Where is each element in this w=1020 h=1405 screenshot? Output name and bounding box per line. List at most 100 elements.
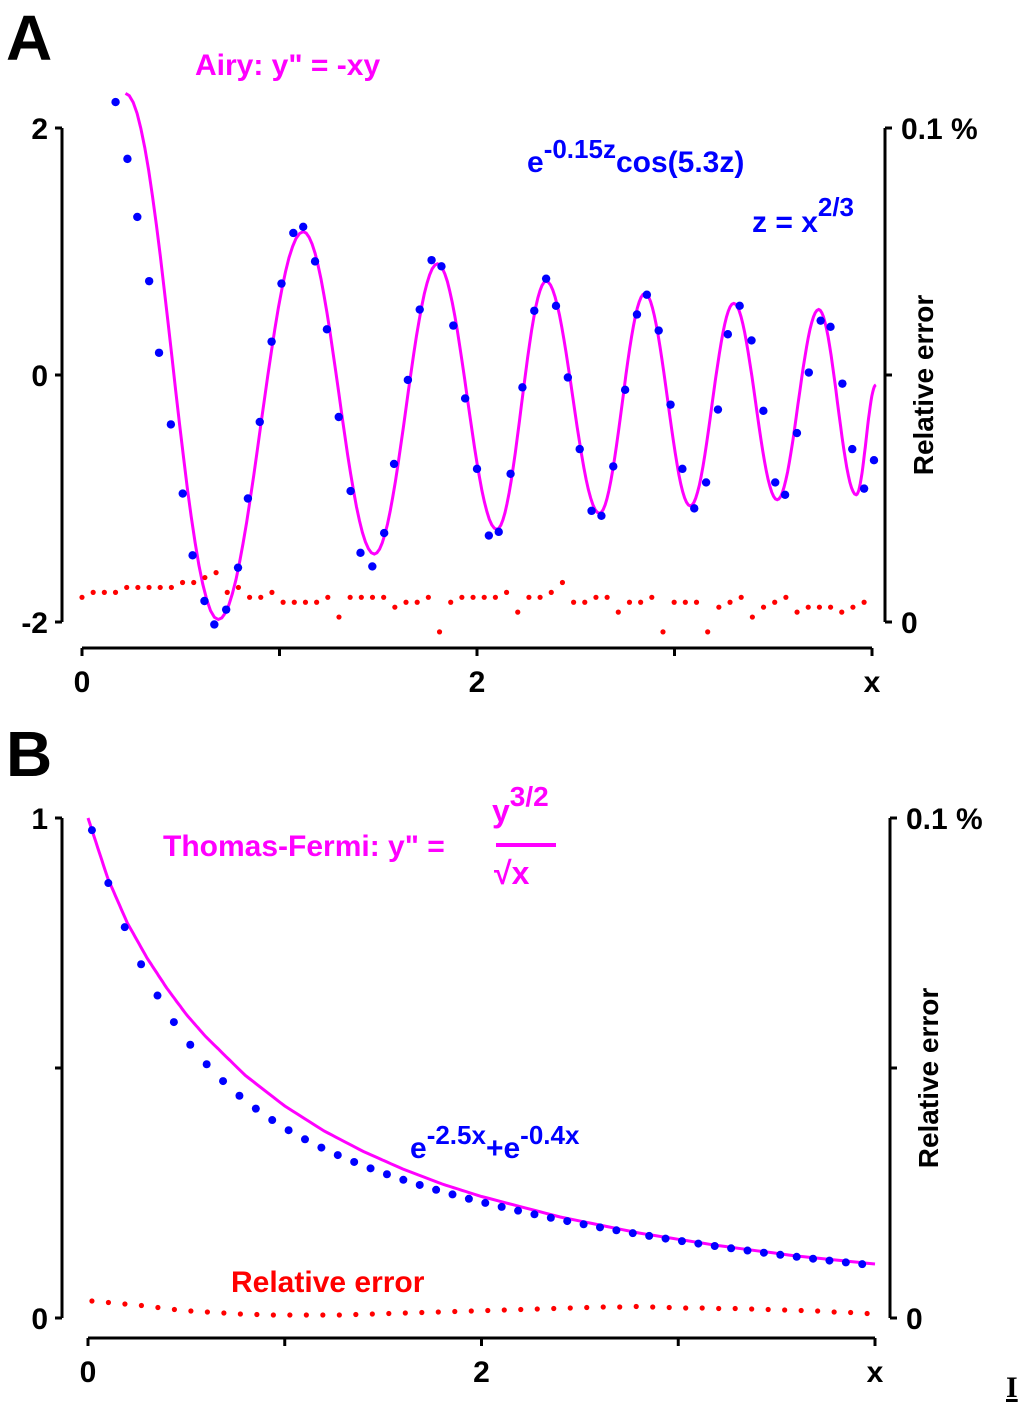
approximation-point: [186, 1040, 195, 1049]
approximation-point: [120, 923, 129, 932]
approximation-point: [838, 379, 847, 388]
approx-cos: cos(5.3z): [616, 146, 744, 179]
relative-error-point: [202, 574, 208, 581]
relative-error-point: [336, 1312, 342, 1318]
approximation-point: [255, 417, 264, 427]
relative-error-point: [369, 594, 376, 600]
approximation-point: [677, 1237, 686, 1246]
approximation-point: [563, 373, 573, 382]
relative-error-point: [831, 1309, 837, 1315]
y2-axis-title: Relative error: [913, 988, 944, 1169]
panel-b-approximation-label: e-2.5x+e-0.4x: [410, 1120, 580, 1165]
approximation-point: [432, 1185, 441, 1194]
approximation-point: [792, 1252, 801, 1261]
panel-b-title: Thomas-Fermi: y" = y3/2 √x: [163, 781, 556, 891]
relative-error-point: [221, 1310, 227, 1316]
relative-error-point: [320, 1312, 326, 1318]
relative-error-point: [693, 599, 700, 605]
approximation-point: [530, 1210, 539, 1219]
approximation-point: [403, 375, 413, 385]
approximation-point: [153, 991, 162, 1000]
approximation-point: [133, 212, 142, 222]
svg-text:z = x2/3: z = x2/3: [752, 192, 854, 239]
approximation-point: [654, 326, 663, 335]
approximation-point: [858, 1260, 867, 1269]
approximation-point: [713, 405, 723, 414]
relative-error-point: [325, 594, 331, 600]
relative-error-point: [381, 594, 387, 600]
relative-error-point: [179, 579, 186, 586]
approximation-point: [804, 368, 813, 377]
relative-error-point: [727, 599, 733, 605]
y-tick-label: 2: [31, 113, 48, 146]
relative-error-point: [738, 594, 744, 600]
relative-error-point: [485, 1307, 491, 1314]
approximation-point: [448, 1190, 457, 1199]
relative-error-point: [515, 609, 521, 615]
relative-error-point: [287, 1312, 293, 1318]
approximation-point: [389, 459, 399, 469]
relative-error-point: [749, 1306, 755, 1312]
approximation-point: [210, 620, 219, 629]
relative-error-point: [369, 1311, 375, 1317]
x-tick-label: x: [867, 1356, 884, 1389]
relative-error-point: [157, 584, 163, 591]
relative-error-point: [593, 594, 599, 600]
relative-error-point: [459, 594, 465, 600]
approximation-point: [612, 1226, 621, 1235]
approximation-point: [596, 1223, 605, 1232]
approximation-point: [628, 1229, 637, 1238]
approximation-point: [235, 1091, 244, 1100]
relative-error-point: [850, 604, 856, 610]
relative-error-point: [518, 1306, 524, 1313]
relative-error-point: [302, 599, 309, 605]
approximation-point: [841, 1258, 850, 1267]
relative-error-point: [705, 629, 711, 635]
relative-error-point: [347, 594, 353, 600]
relative-error-point: [660, 629, 666, 635]
relative-error-point: [468, 1308, 474, 1314]
relative-error-point: [224, 589, 230, 595]
numerator-exponent: 3/2: [510, 781, 549, 812]
relative-error-point: [732, 1305, 738, 1312]
approximation-point: [481, 1198, 490, 1207]
relative-error-point: [839, 609, 845, 615]
relative-error-point: [171, 1306, 178, 1313]
relative-error-point: [526, 594, 532, 600]
denominator: √x: [494, 855, 530, 891]
relative-error-point: [79, 594, 85, 600]
approximation-point: [541, 274, 551, 283]
approximation-point: [678, 464, 687, 474]
approximation-point: [322, 325, 332, 334]
relative-error-point: [270, 1312, 276, 1318]
stray-glyph: I: [1006, 1371, 1018, 1404]
relative-error-point: [501, 1307, 507, 1313]
relative-error-point: [537, 594, 543, 600]
approximation-point: [299, 222, 308, 231]
relative-error-point: [805, 604, 811, 610]
relative-error-point: [235, 584, 242, 591]
relative-error-point: [386, 1310, 392, 1317]
approximation-point: [251, 1104, 260, 1113]
y2-tick-label: 0: [906, 1303, 923, 1336]
approximation-point: [506, 469, 515, 478]
relative-error-point: [816, 604, 823, 610]
approximation-point: [575, 444, 584, 454]
relative-error-point: [604, 594, 610, 600]
approximation-point: [701, 478, 711, 487]
approximation-point: [289, 228, 298, 238]
numerator-base: y: [492, 793, 510, 829]
relative-error-point: [638, 599, 644, 605]
solution-curve: [86, 817, 876, 1266]
panel-a-approximation-label: e-0.15zcos(5.3z) z = x2/3: [527, 134, 854, 239]
relative-error-point: [470, 594, 476, 600]
approximation-point: [710, 1241, 719, 1250]
approximation-point: [546, 1213, 555, 1222]
relative-error-point: [122, 1301, 128, 1307]
approximation-point: [166, 420, 176, 429]
approximation-point: [460, 394, 470, 403]
x-tick-label: 2: [473, 1356, 490, 1389]
svg-text:y3/2: y3/2: [492, 781, 549, 829]
approximation-point: [514, 1206, 523, 1215]
